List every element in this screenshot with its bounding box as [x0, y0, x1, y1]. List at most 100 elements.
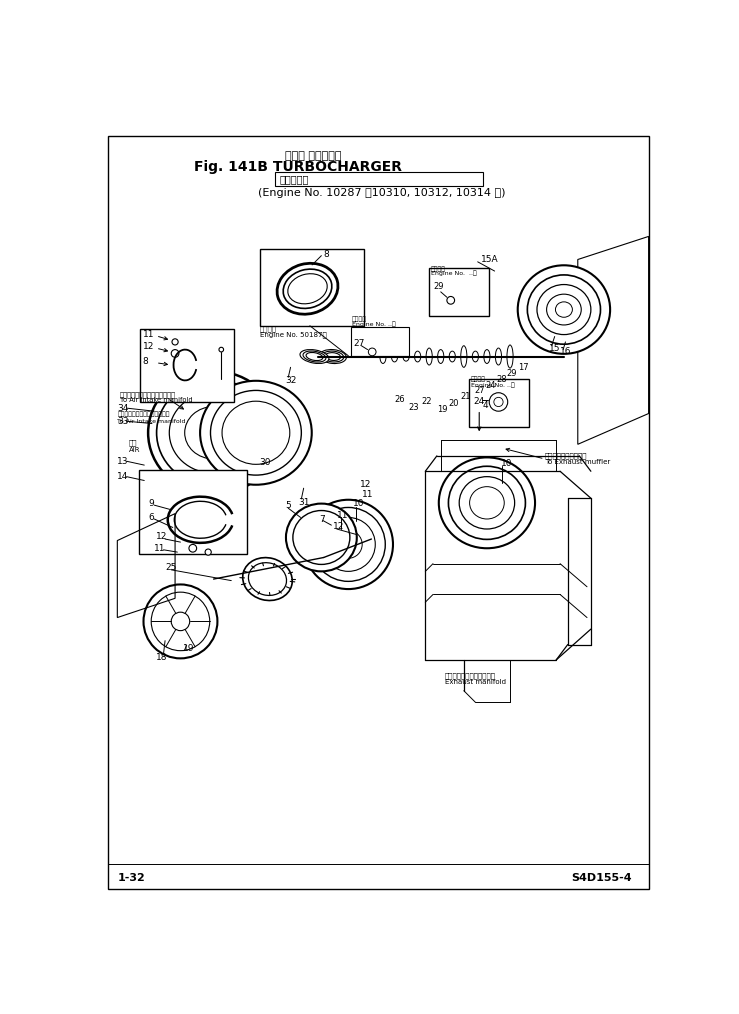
Circle shape [219, 347, 224, 352]
Text: 24: 24 [474, 397, 485, 407]
Text: Engine No. ..～: Engine No. ..～ [471, 382, 514, 387]
Bar [140, 329, 234, 402]
Text: 27: 27 [353, 339, 364, 348]
Text: 25: 25 [165, 563, 177, 572]
Ellipse shape [392, 351, 398, 362]
Bar [139, 469, 247, 555]
Text: 12: 12 [156, 532, 167, 541]
Ellipse shape [157, 379, 270, 486]
Text: 34: 34 [118, 404, 129, 413]
Ellipse shape [537, 285, 591, 335]
Text: 5: 5 [285, 501, 291, 510]
Text: 32: 32 [285, 376, 296, 385]
Text: 19: 19 [437, 406, 447, 414]
Text: 11: 11 [337, 511, 348, 519]
Text: Fig. 141B TURBOCHARGER: Fig. 141B TURBOCHARGER [194, 160, 402, 174]
Ellipse shape [460, 346, 467, 367]
Ellipse shape [472, 351, 478, 362]
Ellipse shape [528, 275, 601, 344]
Text: To Air Intake manifold: To Air Intake manifold [118, 419, 185, 424]
Text: エア
AIR: エア AIR [129, 440, 140, 453]
Text: 6: 6 [148, 513, 154, 522]
Text: 15: 15 [548, 344, 560, 353]
Bar [352, 327, 409, 356]
Text: 29: 29 [433, 282, 443, 291]
Text: (Engine No. 10287 ～10310, 10312, 10314 ～): (Engine No. 10287 ～10310, 10312, 10314 ～… [258, 189, 505, 199]
Text: 33: 33 [118, 417, 129, 426]
Circle shape [494, 397, 503, 407]
Text: 19: 19 [183, 644, 194, 653]
Text: 8: 8 [143, 357, 149, 366]
Ellipse shape [169, 392, 258, 474]
Ellipse shape [283, 269, 332, 308]
Text: 15A: 15A [481, 255, 498, 264]
Circle shape [304, 500, 393, 589]
Ellipse shape [459, 477, 514, 529]
Ellipse shape [248, 563, 287, 595]
Circle shape [447, 296, 454, 304]
Ellipse shape [518, 266, 610, 354]
Ellipse shape [242, 558, 292, 600]
Text: 22: 22 [421, 396, 432, 406]
Text: 1-32: 1-32 [118, 873, 145, 883]
Ellipse shape [286, 504, 357, 571]
Text: 9: 9 [148, 499, 154, 508]
Text: Engine No. ..～: Engine No. ..～ [353, 321, 396, 327]
Ellipse shape [415, 351, 420, 362]
Text: 21: 21 [460, 392, 471, 402]
Text: Engine No. 50187～: Engine No. 50187～ [260, 331, 327, 338]
Text: 26: 26 [395, 395, 405, 405]
Ellipse shape [426, 348, 432, 365]
Ellipse shape [449, 351, 455, 362]
Ellipse shape [556, 302, 573, 317]
Ellipse shape [469, 487, 504, 519]
Bar [469, 379, 529, 427]
Ellipse shape [319, 350, 347, 364]
Circle shape [311, 507, 385, 581]
Text: 12: 12 [360, 480, 371, 489]
Text: 20: 20 [449, 399, 459, 408]
Text: 13: 13 [118, 456, 129, 465]
Circle shape [368, 348, 376, 356]
Ellipse shape [547, 294, 582, 324]
Bar [429, 268, 489, 315]
Ellipse shape [325, 353, 341, 360]
Text: 27: 27 [474, 386, 486, 394]
Circle shape [151, 592, 210, 651]
Ellipse shape [287, 274, 327, 304]
Ellipse shape [484, 350, 490, 363]
Text: 11: 11 [143, 330, 154, 339]
Ellipse shape [306, 353, 323, 361]
Text: 11: 11 [154, 544, 166, 553]
Bar [260, 248, 364, 325]
Text: To Exhaust muffler: To Exhaust muffler [545, 459, 610, 465]
Ellipse shape [380, 350, 386, 363]
Text: エアインテークマニホールドへ: エアインテークマニホールドへ [120, 391, 176, 397]
Text: 適用号機: 適用号機 [471, 377, 486, 382]
Text: 4: 4 [483, 402, 488, 411]
Ellipse shape [303, 351, 326, 362]
Bar [275, 172, 483, 187]
Circle shape [171, 350, 179, 357]
Text: ターボ チャージャ: ターボ チャージャ [285, 150, 341, 160]
Circle shape [143, 584, 217, 658]
Text: 11: 11 [362, 490, 374, 499]
Circle shape [172, 339, 178, 345]
Text: 18: 18 [156, 653, 167, 662]
Text: 12: 12 [143, 342, 154, 351]
Text: （適用号機: （適用号機 [279, 174, 308, 185]
Ellipse shape [300, 350, 329, 363]
Ellipse shape [449, 466, 525, 539]
Text: 10: 10 [353, 499, 364, 508]
Ellipse shape [495, 348, 502, 365]
Text: 23: 23 [409, 403, 419, 412]
Ellipse shape [200, 381, 312, 485]
Text: エキゾーストマニホールド: エキゾーストマニホールド [445, 672, 496, 678]
Text: 適用号機: 適用号機 [431, 266, 446, 272]
Ellipse shape [439, 457, 535, 549]
Text: 10: 10 [501, 459, 512, 468]
Ellipse shape [148, 371, 279, 495]
Circle shape [189, 545, 197, 552]
Ellipse shape [211, 390, 302, 476]
Ellipse shape [222, 402, 290, 464]
